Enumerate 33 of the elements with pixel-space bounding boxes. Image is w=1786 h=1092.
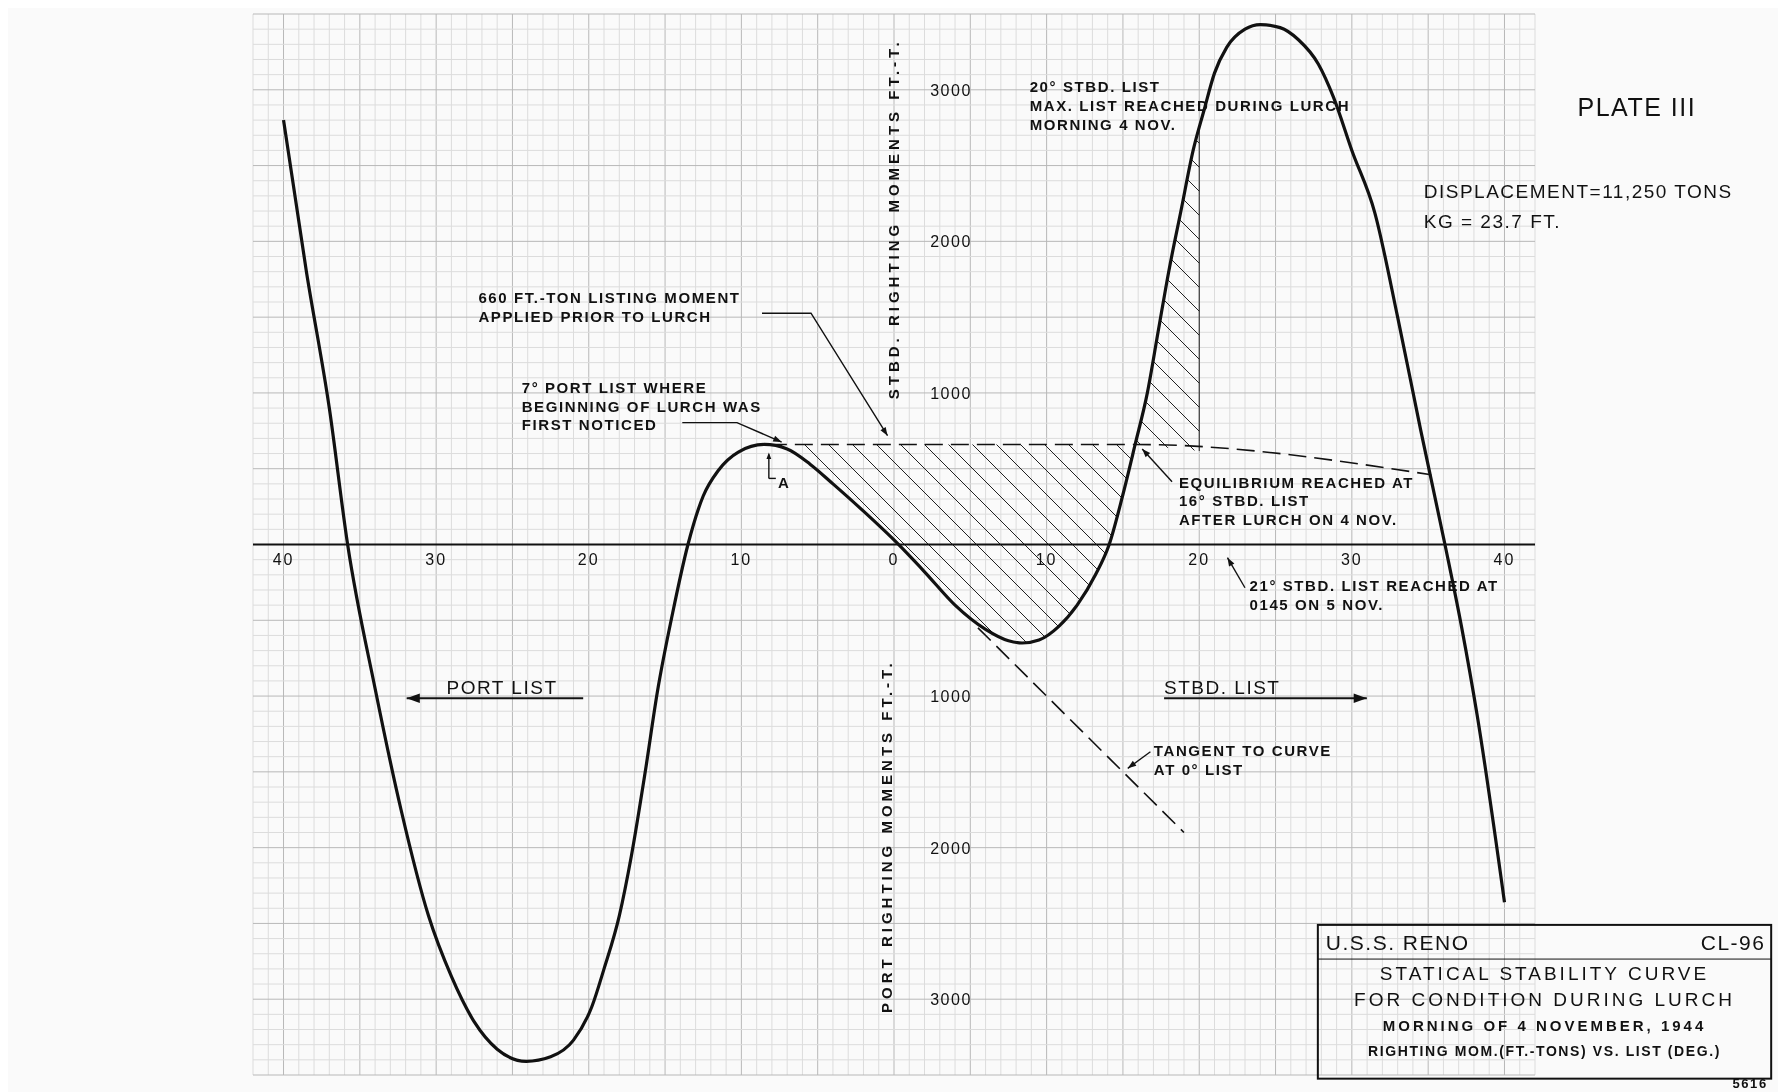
text: MORNING OF 4 NOVEMBER, 1944 bbox=[1382, 1016, 1707, 1034]
y-tick-label: 3000 bbox=[930, 81, 972, 99]
annotation: 7° PORT LIST WHERE BEGINNING OF LURCH WAS FIRST NOTICED bbox=[521, 378, 762, 434]
annotation: STBD. LIST bbox=[1164, 676, 1281, 698]
y-tick-label: 3000 bbox=[930, 991, 972, 1009]
x-tick-label: 30 bbox=[425, 550, 448, 568]
annotation: PORT LIST bbox=[446, 676, 558, 698]
x-tick-label: 40 bbox=[1493, 550, 1516, 568]
annotation: 660 FT.-TON LISTING MOMENT APPLIED PRIOR TO LURCH bbox=[478, 289, 741, 325]
y-tick-label: 1000 bbox=[930, 688, 972, 706]
y-tick-label: 1000 bbox=[930, 384, 972, 402]
annotation: U.S.S. RENO bbox=[1325, 930, 1470, 954]
x-tick-label: 40 bbox=[272, 550, 295, 568]
annotation: EQUILIBRIUM REACHED AT 16° STBD. LIST AFTER LURCH ON 4 NOV. bbox=[1178, 473, 1415, 529]
text: CL-96 bbox=[1700, 930, 1766, 954]
y-axis-title: STBD. RIGHTING MOMENTS FT.-T. bbox=[884, 38, 902, 400]
annotation: PORT RIGHTING MOMENTS FT.-T. bbox=[877, 659, 895, 1013]
annotation: DISPLACEMENT=11,250 TONS bbox=[1423, 181, 1733, 203]
annotation: TANGENT TO CURVE AT 0° LIST bbox=[1153, 742, 1332, 779]
x-tick-label: 0 bbox=[888, 550, 900, 568]
x-tick-label: 10 bbox=[730, 550, 753, 568]
x-tick-label: 20 bbox=[577, 550, 600, 568]
x-tick-label: 20 bbox=[1188, 550, 1211, 568]
text: 5616 bbox=[1732, 1075, 1768, 1091]
text: STATICAL STABILITY CURVE FOR CONDITION DURING LURCH bbox=[1354, 962, 1735, 1010]
y-tick-label: 2000 bbox=[930, 839, 972, 857]
y-tick-label: 2000 bbox=[930, 233, 972, 251]
x-tick-label: 10 bbox=[1035, 550, 1058, 568]
annotation: A bbox=[777, 473, 791, 491]
text: PLATE III bbox=[1577, 93, 1697, 122]
x-tick-label: 30 bbox=[1340, 550, 1363, 568]
annotation: RIGHTING MOM.(FT.-TONS) VS. LIST (DEG.) bbox=[1368, 1042, 1722, 1059]
annotation: KG = 23.7 FT. bbox=[1423, 210, 1562, 232]
